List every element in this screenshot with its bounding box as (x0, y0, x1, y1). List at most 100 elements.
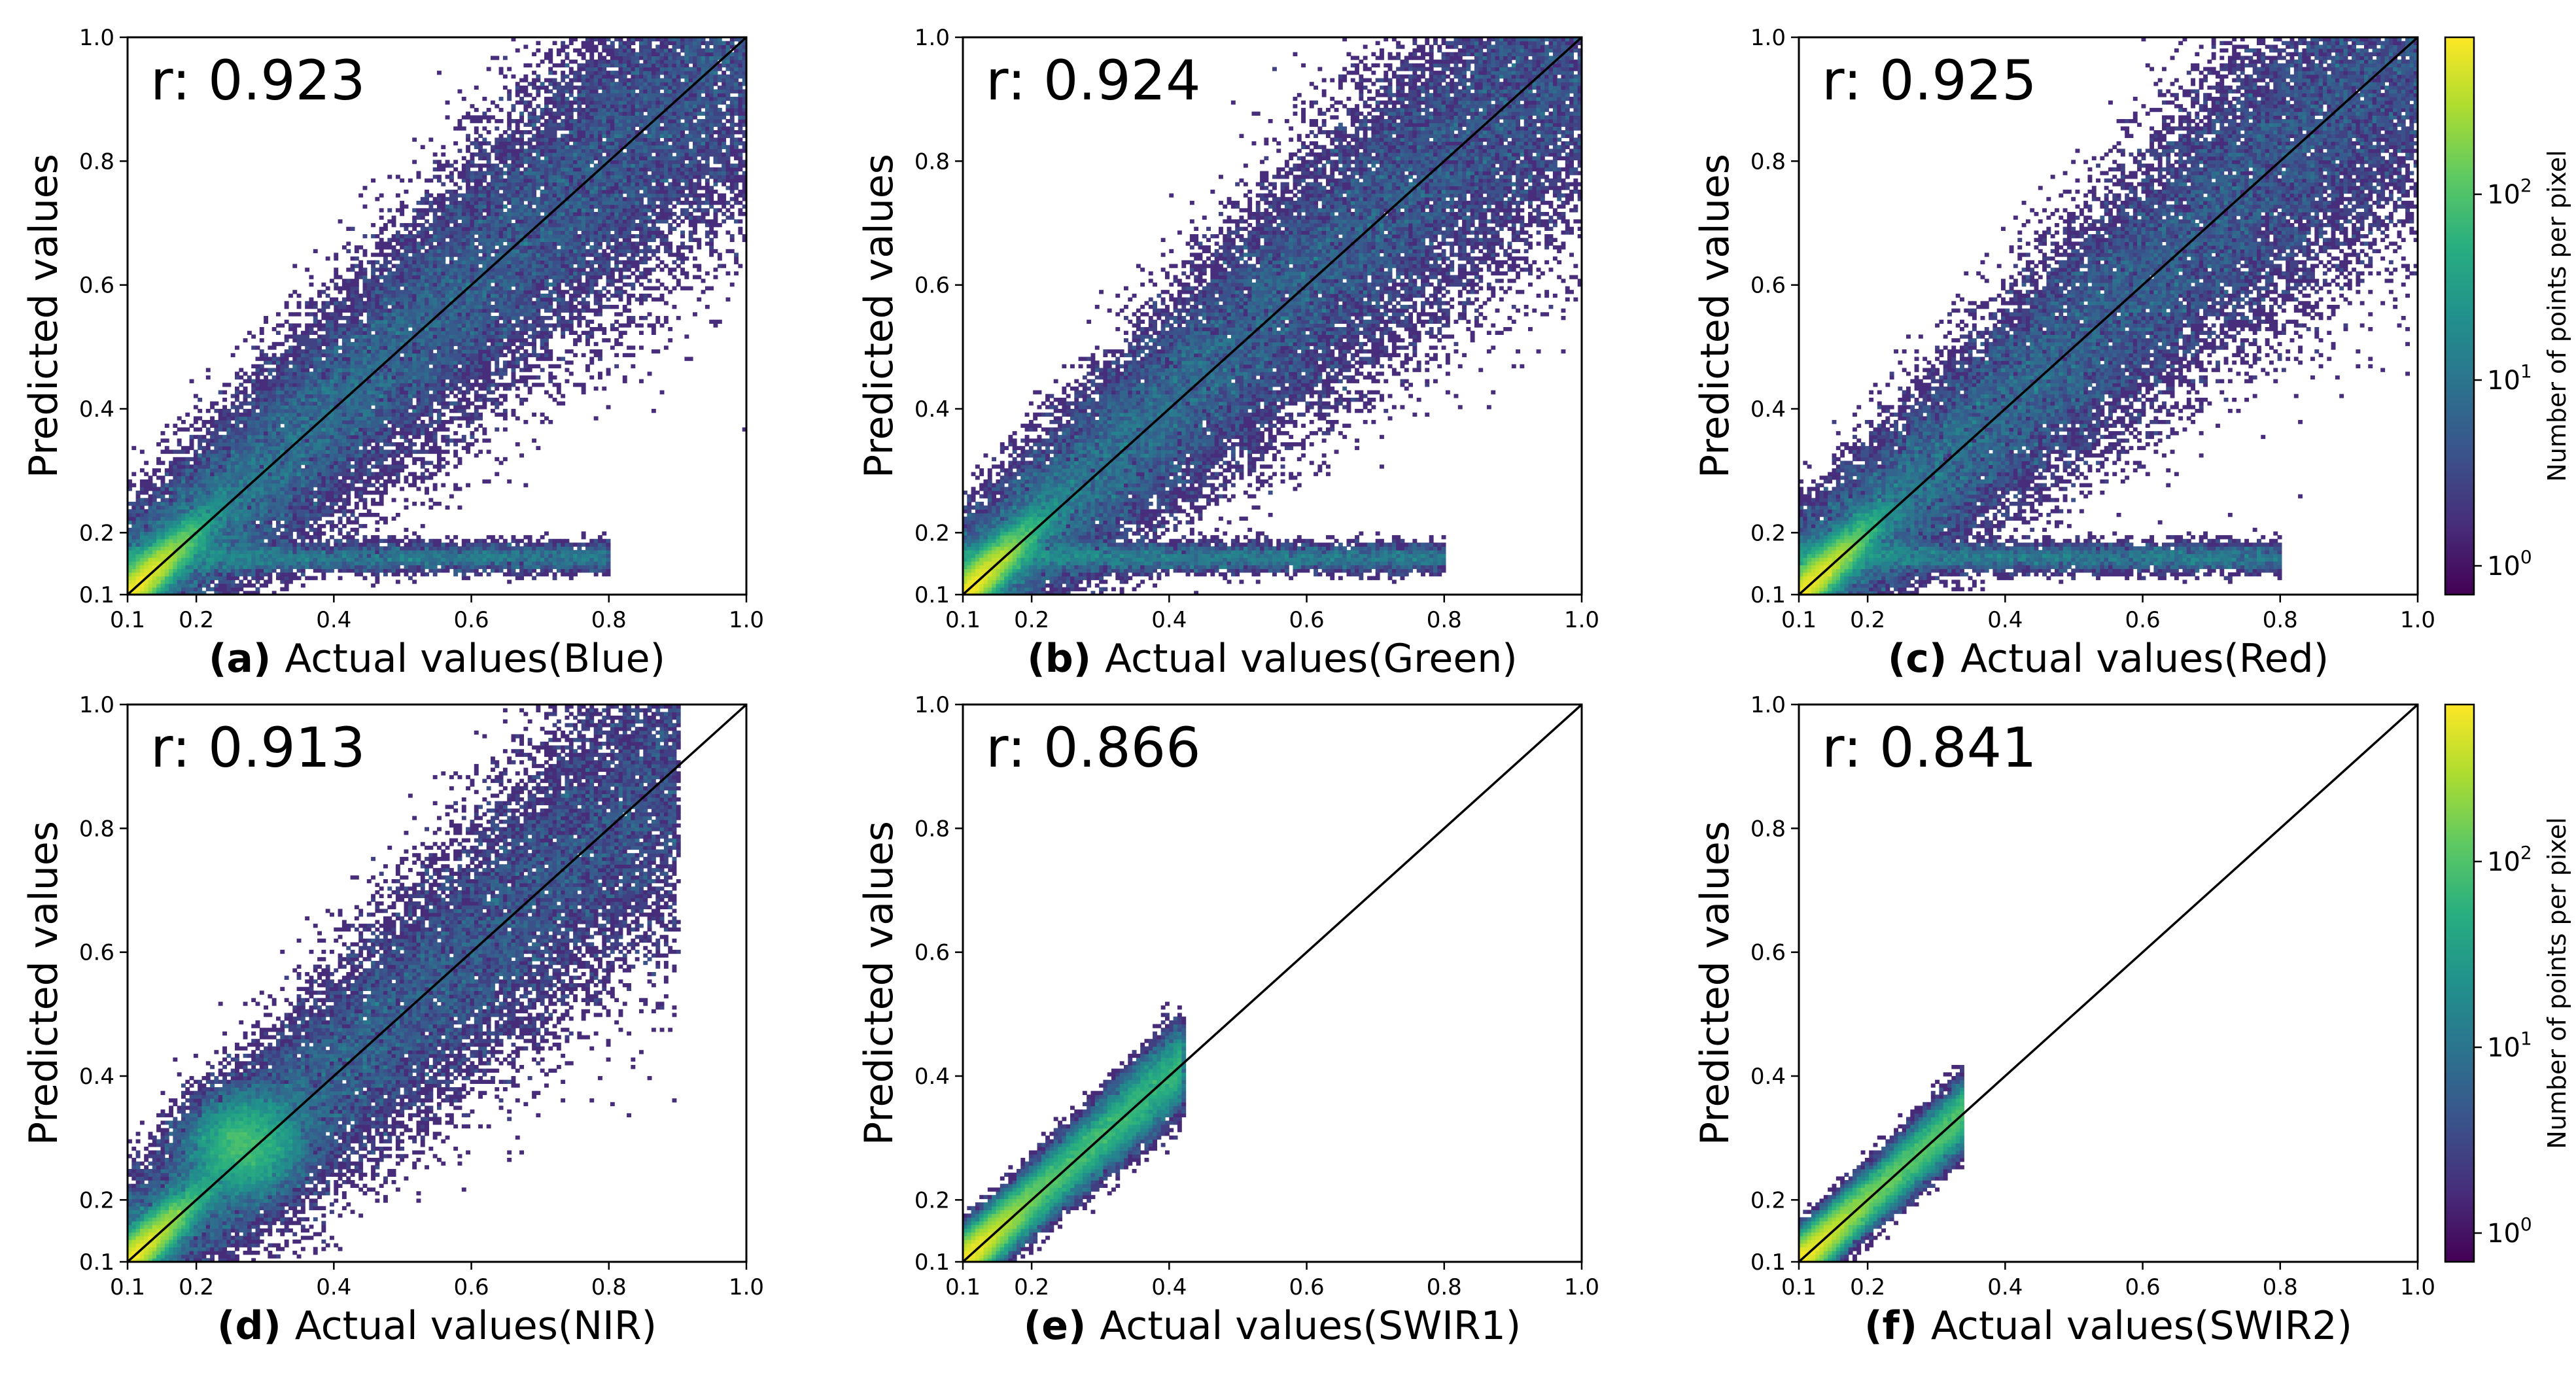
density-cell (243, 401, 248, 406)
density-cell (313, 457, 318, 462)
density-cell (128, 553, 132, 558)
density-cell (474, 565, 479, 569)
density-cell (491, 334, 495, 339)
density-cell (296, 483, 302, 487)
density-cell (317, 401, 322, 406)
density-cell (366, 468, 372, 473)
density-cell (532, 345, 536, 350)
density-cell (284, 491, 289, 495)
density-cell (366, 401, 372, 406)
density-cell (478, 338, 483, 343)
density-cell (313, 453, 318, 458)
density-cell (474, 323, 479, 328)
density-cell (622, 330, 627, 335)
density-cell (334, 323, 339, 328)
density-cell (243, 494, 248, 498)
density-cell (226, 464, 232, 469)
density-cell (474, 568, 479, 573)
density-cell (362, 505, 368, 510)
density-cell (218, 568, 223, 573)
density-cell (383, 372, 388, 376)
density-cell (408, 330, 413, 335)
density-cell (210, 483, 215, 487)
density-cell (627, 353, 631, 358)
density-cell (519, 398, 524, 402)
density-cell (330, 379, 334, 383)
density-cell (536, 546, 541, 551)
density-cell (135, 580, 141, 584)
density-cell (565, 572, 570, 577)
density-cell (296, 479, 302, 484)
density-cell (235, 375, 239, 380)
density-cell (610, 345, 615, 350)
density-cell (461, 568, 466, 573)
density-cell (205, 461, 211, 465)
density-cell (346, 349, 351, 354)
density-cell (264, 498, 268, 502)
density-cell (264, 386, 268, 391)
density-cell (255, 386, 260, 391)
density-cell (259, 468, 264, 473)
density-cell (511, 561, 516, 566)
density-cell (371, 427, 375, 432)
density-cell (498, 383, 504, 387)
density-cell (164, 549, 169, 555)
density-cell (470, 431, 475, 436)
density-cell (181, 531, 186, 536)
density-cell (358, 553, 364, 558)
density-cell (395, 416, 400, 421)
density-cell (222, 583, 227, 588)
density-cell (300, 513, 305, 517)
density-cell (321, 546, 326, 551)
density-cell (218, 453, 223, 458)
density-cell (362, 542, 368, 547)
density-cell (185, 520, 190, 525)
density-cell (210, 549, 215, 555)
density-cell (139, 576, 145, 580)
density-cell (420, 479, 425, 484)
density-cell (330, 524, 334, 529)
density-cell (412, 319, 417, 324)
density-cell (243, 412, 248, 417)
density-cell (198, 538, 203, 544)
density-cell (412, 416, 417, 421)
density-cell (235, 587, 239, 591)
density-cell (338, 461, 343, 465)
density-cell (346, 427, 351, 432)
density-cell (334, 542, 339, 547)
density-cell (371, 549, 375, 555)
density-cell (432, 364, 438, 369)
density-cell (602, 338, 607, 343)
density-cell (441, 546, 446, 551)
density-cell (296, 542, 302, 547)
density-cell (482, 568, 487, 573)
density-cell (491, 549, 495, 555)
density-cell (144, 531, 149, 536)
density-cell (437, 549, 442, 555)
density-cell (321, 390, 326, 394)
density-cell (412, 580, 417, 584)
density-cell (482, 368, 487, 372)
density-cell (205, 553, 211, 558)
density-cell (346, 483, 351, 487)
density-cell (185, 553, 190, 558)
density-cell (432, 379, 438, 383)
density-cell (515, 549, 520, 555)
density-cell (354, 468, 359, 473)
density-cell (437, 401, 442, 406)
density-cell (428, 546, 434, 551)
density-cell (296, 345, 302, 350)
density-cell (169, 546, 173, 551)
density-cell (259, 576, 264, 580)
density-cell (540, 572, 545, 577)
density-cell (284, 572, 289, 577)
density-cell (391, 538, 396, 544)
density-cell (239, 580, 244, 584)
density-cell (189, 561, 194, 566)
density-cell (474, 334, 479, 339)
density-cell (243, 457, 248, 462)
density-cell (264, 565, 268, 569)
density-cell (544, 341, 549, 347)
density-cell (139, 546, 145, 551)
density-cell (334, 557, 339, 562)
